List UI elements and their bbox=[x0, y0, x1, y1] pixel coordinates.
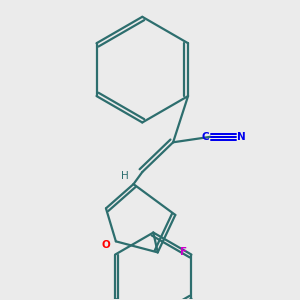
Text: C: C bbox=[202, 132, 209, 142]
Text: F: F bbox=[180, 248, 187, 257]
Text: H: H bbox=[121, 171, 129, 182]
Text: N: N bbox=[237, 132, 246, 142]
Text: O: O bbox=[102, 240, 110, 250]
